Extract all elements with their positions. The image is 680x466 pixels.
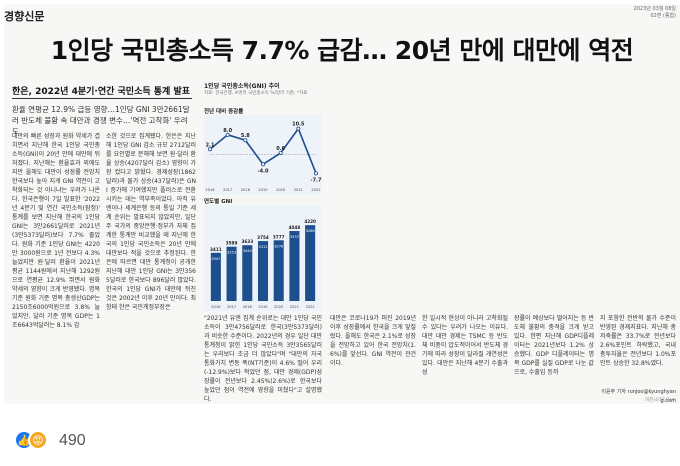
x-tick-label: 2018 <box>241 188 251 192</box>
credit: 이진니/17.0cm <box>645 398 676 403</box>
growth-point-2017 <box>225 132 230 137</box>
headline: 1인당 국민총소득 7.7% 급감… 20년 만에 대만에 역전 <box>50 36 634 65</box>
subhead-divider <box>12 98 192 99</box>
gni-bar-value: 4220 <box>304 219 316 224</box>
bar-x-tick-label: 2020 <box>274 305 284 309</box>
gni-bar-2022 <box>305 225 316 301</box>
article-column-3: "2021년 유엔 집계 순위로는 대만 1인당 국민소득이 3만4756달러로… <box>204 315 322 403</box>
x-tick-label: 2017 <box>223 188 232 192</box>
gni-bar-2016 <box>210 252 221 301</box>
x-tick-label: 2016 <box>205 188 215 192</box>
growth-value-label: 2.1 <box>206 142 215 148</box>
bar-x-tick-label: 2022 <box>306 305 315 309</box>
article-column-5: 한 일시적 현상이 아니라 고착화될 수 있다는 우려가 나오는 이유다. 대만… <box>422 315 508 376</box>
gni-bar-value: 3633 <box>241 239 253 244</box>
bar-x-tick-label: 2016 <box>211 305 221 309</box>
article-column-2: 소한 것으로 집계됐다. 한은은 지난해 1인당 GNI 감소 규모 2712달… <box>106 133 196 311</box>
gni-usd-value: 3537 <box>290 235 299 239</box>
growth-value-label: -7.7 <box>311 177 322 183</box>
chart-title: 1인당 국민총소득(GNI) 추이 <box>204 83 280 90</box>
gni-bar-value: 3589 <box>226 241 238 246</box>
gni-bar-value: 3754 <box>257 235 269 240</box>
newspaper-clipping: 경향신문 2023년 03월 08일 02면 (종합) 1인당 국민총소득 7.… <box>4 4 680 404</box>
growth-value-label: -4.0 <box>258 168 269 174</box>
gni-usd-value: 3266 <box>306 229 316 233</box>
gni-bar-2019 <box>257 241 269 301</box>
chart-source: 자료: 한국은행, ※명목 국민총소득 %/달러 기준, *자료 <box>204 91 308 96</box>
gni-bar-value: 3777 <box>273 234 285 239</box>
gni-bar-2020 <box>273 240 284 301</box>
gni-bar-value: 4048 <box>289 225 301 230</box>
line-chart-bg <box>204 115 322 195</box>
growth-line-chart: 2.1 2016 8.0 2017 5.8 2018 -4.0 2019 0.6 2020 10.5… <box>204 115 322 195</box>
angry-icon[interactable]: 😡 <box>28 430 48 450</box>
growth-point-2022 <box>314 171 319 176</box>
bar-x-tick-label: 2018 <box>243 305 253 309</box>
growth-value-label: 8.0 <box>223 128 232 134</box>
article-column-1: 대만의 빠른 성장과 원화 약세가 겹치면서 지난해 한국 1인당 국민총소득(… <box>12 133 100 329</box>
gni-bar-2021 <box>289 231 300 301</box>
gni-bar-2017 <box>226 246 237 301</box>
dateline-date: 2023년 03월 08일 <box>633 6 676 12</box>
growth-point-2021 <box>296 126 301 131</box>
growth-point-2019 <box>261 162 266 167</box>
x-tick-label: 2021 <box>294 188 303 192</box>
x-tick-label: 2022 <box>311 188 320 192</box>
growth-value-label: 0.6 <box>276 146 285 152</box>
gni-bar-chart: 3411 2947 2016 3589 3253 2017 3633 3444 2018 3754… <box>204 205 322 311</box>
growth-point-2018 <box>243 138 248 143</box>
gni-usd-value: 2947 <box>211 257 220 261</box>
growth-point-2020 <box>278 150 283 155</box>
bar-x-tick-label: 2019 <box>258 305 268 309</box>
growth-value-label: 5.8 <box>241 133 250 139</box>
byline: 이윤주 기자 runjoo@kyunghyang.com <box>601 389 676 404</box>
gni-usd-value: 3276 <box>274 244 284 248</box>
bar-x-tick-label: 2021 <box>290 305 299 309</box>
growth-point-2016 <box>208 147 213 152</box>
article-deck: 환율 연평균 12.9% 급등 영향…1인당 GNI 3만2661달러 반도체 … <box>12 105 190 136</box>
article-column-6: 장률이 예상보다 떨어지는 등 반도체 불황의 충격을 크게 받고 있다. 한편… <box>514 315 594 376</box>
dateline-page: 02면 (종합) <box>650 13 676 19</box>
gni-usd-value: 3312 <box>258 245 267 249</box>
bar-chart-label: 연도별 GNI <box>204 199 233 205</box>
subhead: 한은, 2022년 4분기·연간 국민소득 통계 발표 <box>12 87 191 97</box>
x-tick-label: 2019 <box>258 188 268 192</box>
x-tick-label: 2020 <box>276 188 286 192</box>
gni-usd-value: 3444 <box>243 249 253 253</box>
gni-usd-value: 3253 <box>227 251 236 255</box>
article-column-7: 지 포함한 전반적 물가 수준이 반영된 경제지표다. 지난해 총저축률은 33… <box>600 315 676 367</box>
gni-bar-2018 <box>242 245 253 301</box>
gni-chart: 1인당 국민총소득(GNI) 추이 자료: 한국은행, ※명목 국민총소득 %/… <box>204 81 322 311</box>
line-chart-label: 전년 대비 증감률 <box>204 109 244 115</box>
gni-bar-value: 3411 <box>210 247 222 252</box>
reaction-count[interactable]: 490 <box>59 432 86 449</box>
newspaper-masthead: 경향신문 <box>4 10 45 23</box>
growth-value-label: 10.5 <box>292 122 305 128</box>
bar-x-tick-label: 2017 <box>227 305 236 309</box>
article-column-4: 대만은 코로나19가 퍼진 2019년 이후 성장률에서 한국을 크게 앞질렀다… <box>330 315 416 367</box>
dateline: 2023년 03월 08일 02면 (종합) <box>634 6 676 20</box>
